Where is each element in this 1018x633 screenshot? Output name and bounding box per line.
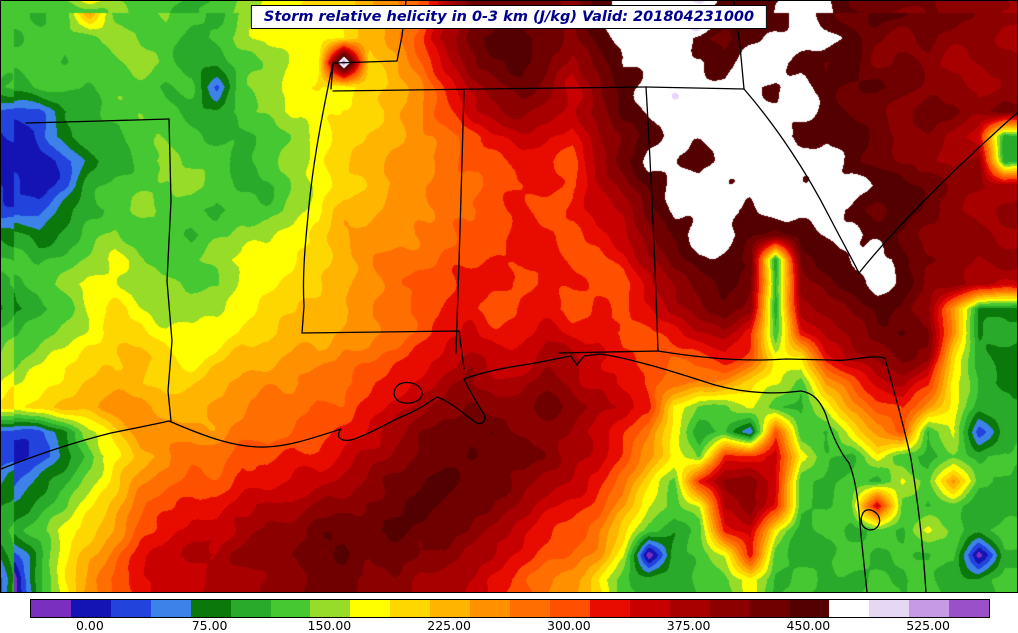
colorbar-segment-10 xyxy=(430,600,471,617)
colorbar-tick-label: 0.00 xyxy=(75,618,104,633)
helicity-heatmap-canvas xyxy=(1,1,1017,592)
colorbar-tick-label: 75.00 xyxy=(191,618,228,633)
map-title: Storm relative helicity in 0-3 km (J/kg)… xyxy=(250,5,768,29)
colorbar-segment-12 xyxy=(510,600,550,617)
colorbar-segment-11 xyxy=(470,600,511,617)
colorbar-segment-17 xyxy=(709,600,750,617)
colorbar-segment-15 xyxy=(629,600,670,617)
colorbar-tick-label: 150.00 xyxy=(307,618,352,633)
colorbar xyxy=(30,599,990,618)
colorbar-tick-label: 300.00 xyxy=(547,618,591,633)
colorbar-tick-labels: 0.00 75.00 150.00 225.00 300.00 375.00 450.00 5… xyxy=(0,618,1018,633)
colorbar-segment-23 xyxy=(949,600,990,617)
colorbar-segment-1 xyxy=(70,600,111,617)
colorbar-segment-8 xyxy=(350,600,391,617)
colorbar-tick-label: 225.00 xyxy=(427,618,471,633)
colorbar-segment-13 xyxy=(549,600,590,617)
colorbar-segment-2 xyxy=(110,600,151,617)
colorbar-segment-16 xyxy=(669,600,710,617)
colorbar-tick-label: 375.00 xyxy=(666,618,711,633)
colorbar-segment-19 xyxy=(789,600,830,617)
colorbar-segment-4 xyxy=(190,600,231,617)
colorbar-tick-label: 525.00 xyxy=(906,618,950,633)
colorbar-segment-14 xyxy=(589,600,630,617)
colorbar-segment-0 xyxy=(31,600,71,617)
colorbar-segment-20 xyxy=(829,600,870,617)
colorbar-segment-5 xyxy=(230,600,271,617)
colorbar-segment-3 xyxy=(150,600,191,617)
colorbar-tick-label: 450.00 xyxy=(786,618,831,633)
colorbar-segment-6 xyxy=(270,600,311,617)
colorbar-segment-7 xyxy=(310,600,351,617)
colorbar-segment-22 xyxy=(909,600,950,617)
map-frame: Storm relative helicity in 0-3 km (J/kg)… xyxy=(0,0,1018,593)
colorbar-segment-21 xyxy=(869,600,910,617)
colorbar-segment-18 xyxy=(749,600,790,617)
colorbar-segment-9 xyxy=(390,600,431,617)
